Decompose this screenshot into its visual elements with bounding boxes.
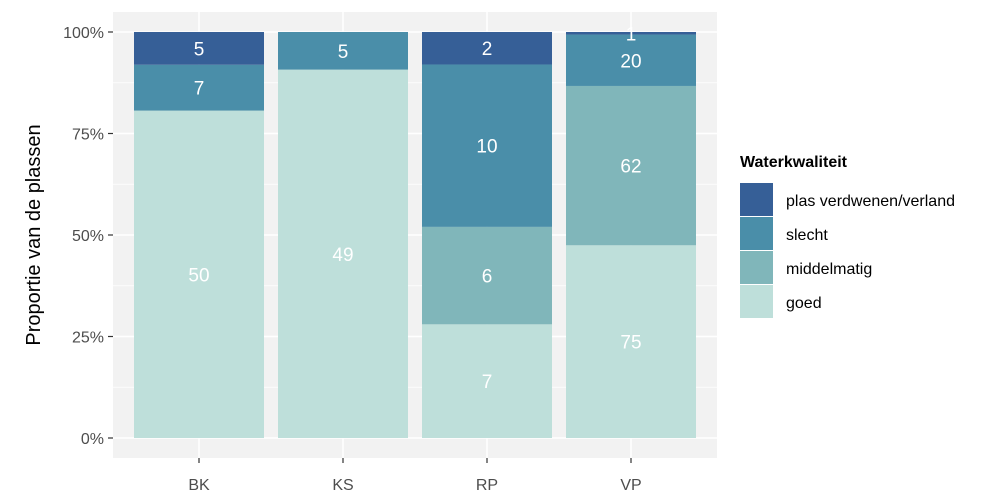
x-tick-label: BK [188, 477, 210, 494]
y-tick-label: 25% [72, 330, 104, 347]
segment-value-label: 5 [338, 42, 349, 63]
legend-label: goed [786, 295, 822, 312]
bar-segment [566, 32, 696, 35]
bar-segment [278, 69, 408, 438]
bar-segment [422, 64, 552, 227]
segment-value-label: 20 [620, 51, 641, 72]
segment-value-label: 50 [188, 265, 209, 286]
legend-label: plas verdwenen/verland [786, 193, 955, 210]
x-tick-label: KS [332, 477, 353, 494]
segment-value-label: 75 [620, 333, 641, 354]
bar-segment [278, 32, 408, 70]
x-tick-label: RP [476, 477, 498, 494]
segment-value-label: 10 [476, 137, 497, 158]
y-axis: 0% 25% 50% 75% 100% [63, 25, 113, 448]
bar-segment [134, 32, 264, 65]
legend-label: slecht [786, 227, 828, 244]
bar-segment [422, 324, 552, 438]
segment-value-label: 2 [482, 39, 493, 60]
bars [134, 32, 696, 439]
legend-key [740, 251, 773, 284]
y-axis-title: Proportie van de plassen [23, 124, 45, 345]
segment-value-label: 62 [620, 157, 641, 178]
segment-value-label: 49 [332, 245, 353, 266]
y-tick-label: 100% [63, 25, 104, 42]
legend-key [740, 217, 773, 250]
legend-label: middelmatig [786, 261, 872, 278]
segment-value-label: 7 [482, 372, 493, 393]
bar-segment [134, 64, 264, 111]
legend-title: Waterkwaliteit [740, 154, 848, 171]
segment-value-label: 6 [482, 267, 493, 288]
y-tick-label: 75% [72, 127, 104, 144]
y-tick-label: 50% [72, 228, 104, 245]
x-tick-label: VP [620, 477, 641, 494]
legend-key [740, 285, 773, 318]
legend-key [740, 183, 773, 216]
legend: Waterkwaliteit plas verdwenen/verland sle… [740, 154, 955, 318]
x-axis: BK KS RP VP [188, 458, 642, 494]
bar-segment [566, 245, 696, 438]
bar-segment [566, 34, 696, 86]
bar-segment [134, 110, 264, 439]
y-tick-label: 0% [81, 431, 104, 448]
segment-value-label: 5 [194, 39, 205, 60]
bar-segment [422, 32, 552, 65]
segment-value-label: 7 [194, 79, 205, 100]
bar-segment [566, 85, 696, 246]
segment-value-label: 1 [626, 24, 637, 45]
bar-segment [422, 226, 552, 325]
